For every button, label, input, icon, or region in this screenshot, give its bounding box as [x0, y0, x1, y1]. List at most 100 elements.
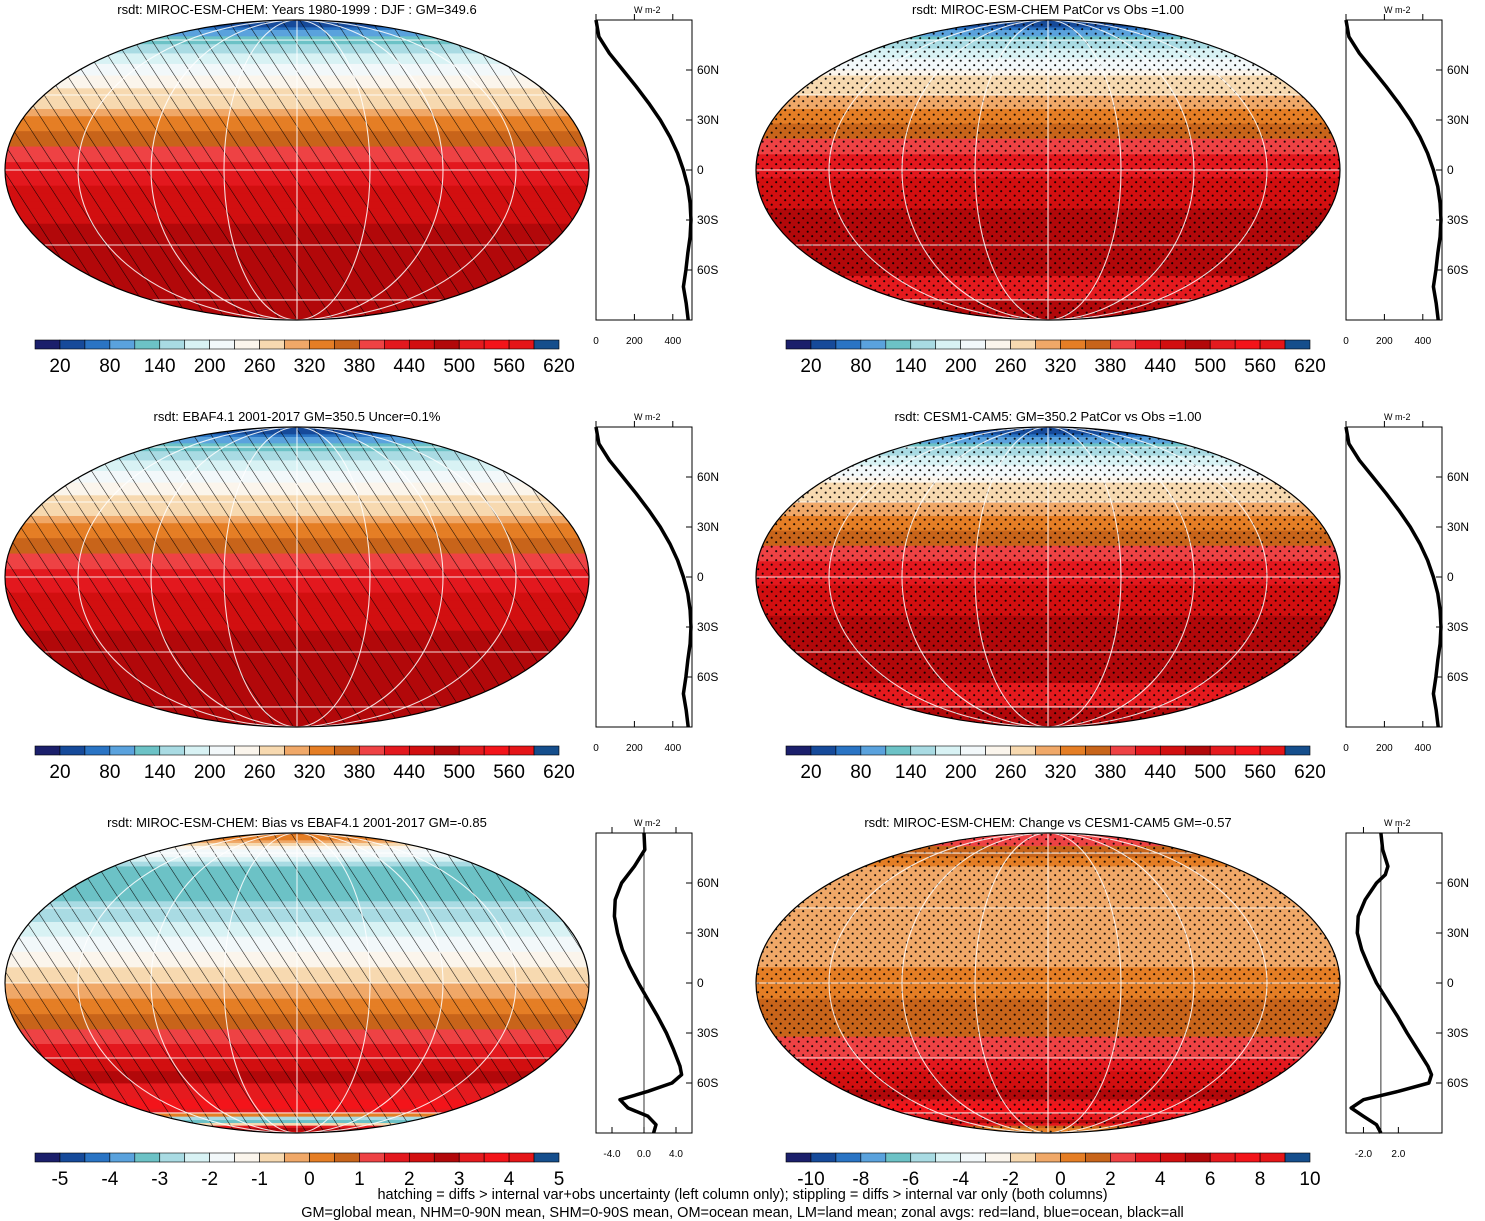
- colorbar-label: 560: [493, 356, 525, 377]
- map-outline: [755, 19, 1341, 321]
- colorbar-box: [785, 745, 812, 756]
- colorbar-label: -8: [852, 1169, 869, 1190]
- colorbar-label: 320: [1045, 762, 1077, 783]
- colorbar-label: 20: [49, 356, 70, 377]
- profile-xtick-label: 0: [593, 743, 599, 754]
- graticule-meridian: [1047, 427, 1122, 727]
- colorbar-label: -6: [902, 1169, 919, 1190]
- colorbar-label: 260: [244, 356, 276, 377]
- profile-xtick-label: -4.0: [603, 1149, 621, 1160]
- colorbar-box: [334, 339, 360, 350]
- colorbar-box: [359, 339, 385, 350]
- graticule-meridian: [296, 20, 444, 320]
- panel-top-right: rsdt: MIROC-ESM-CHEM PatCor vs Obs =1.00…: [755, 2, 1469, 377]
- colorbar-box: [1035, 1152, 1061, 1163]
- colorbar-box: [458, 745, 485, 756]
- colorbar-label: 140: [144, 356, 176, 377]
- colorbar-label: 260: [995, 356, 1027, 377]
- colorbar-box: [134, 745, 161, 756]
- colorbar-box: [1135, 1152, 1161, 1163]
- colorbar-box: [458, 339, 485, 350]
- colorbar-label: 4: [1155, 1169, 1166, 1190]
- profile-ytick-label: 60N: [697, 63, 719, 77]
- graticule-meridian: [150, 20, 298, 320]
- colorbar-box: [785, 1152, 812, 1163]
- colorbar-label: 200: [945, 762, 977, 783]
- graticule-meridian: [901, 427, 1049, 727]
- colorbar-box: [59, 745, 86, 756]
- panel-top-left: rsdt: MIROC-ESM-CHEM: Years 1980-1999 : …: [4, 2, 719, 377]
- colorbar-box: [284, 1152, 310, 1163]
- colorbar-box: [810, 745, 837, 756]
- colorbar-label: 20: [800, 356, 821, 377]
- colorbar-box: [1234, 1152, 1261, 1163]
- graticule-meridian: [1047, 20, 1195, 320]
- graticule-meridian: [974, 427, 1049, 727]
- graticule-meridian: [296, 20, 517, 320]
- colorbar-label: 500: [443, 762, 475, 783]
- graticule-meridian: [1047, 833, 1122, 1133]
- profile-xtick-label: 200: [626, 743, 643, 754]
- profile-line-all: [594, 19, 693, 321]
- colorbar-label: -4: [101, 1169, 118, 1190]
- colorbar-box: [508, 745, 535, 756]
- colorbar-label: 200: [194, 762, 226, 783]
- graticule-meridian: [1047, 833, 1268, 1133]
- colorbar-box: [134, 339, 161, 350]
- profile-xtick-label: 0: [1343, 743, 1349, 754]
- graticule-meridian: [296, 427, 444, 727]
- graticule-meridian: [1047, 427, 1195, 727]
- colorbar-box: [59, 1152, 86, 1163]
- colorbar-box: [1085, 745, 1111, 756]
- colorbar-box: [1259, 745, 1286, 756]
- colorbar-box: [184, 339, 210, 350]
- colorbar-box: [1284, 339, 1311, 350]
- colorbar-label: 20: [800, 762, 821, 783]
- colorbar-box: [408, 339, 435, 350]
- graticule-meridian: [828, 833, 1049, 1133]
- zonal-profile: W m-2 60N 30N 0 30S 60S 0 200 400: [1343, 412, 1469, 754]
- graticule-meridian: [223, 427, 298, 727]
- colorbar-label: 440: [393, 762, 425, 783]
- colorbar-label: 500: [443, 356, 475, 377]
- colorbar-label: 140: [895, 762, 927, 783]
- colorbar-label: 560: [1244, 356, 1276, 377]
- colorbar-label: 620: [1294, 356, 1326, 377]
- graticule-meridian: [1047, 20, 1268, 320]
- colorbar-box: [1159, 1152, 1186, 1163]
- map-field: [5, 20, 589, 320]
- colorbar-label: 200: [945, 356, 977, 377]
- colorbar-box: [533, 339, 560, 350]
- profile-ytick-label: 30N: [697, 926, 719, 940]
- colorbar-box: [134, 1152, 161, 1163]
- zonal-profile: W m-2 60N 30N 0 30S 60S 0 200 400: [1343, 5, 1469, 347]
- colorbar-box: [1060, 339, 1086, 350]
- map-outline: [4, 19, 590, 321]
- profile-xtick-label: 200: [626, 336, 643, 347]
- profile-ytick-label: 60S: [697, 1076, 718, 1090]
- colorbar-box: [1184, 745, 1211, 756]
- profile-xtick-label: 0: [1343, 336, 1349, 347]
- colorbar-box: [1135, 339, 1161, 350]
- colorbar-label: 80: [99, 762, 120, 783]
- colorbar-box: [885, 1152, 912, 1163]
- profile-ytick-label: 60N: [1447, 63, 1469, 77]
- graticule-meridian: [296, 833, 444, 1133]
- map-outline: [755, 832, 1341, 1134]
- graticule-meridian: [296, 20, 371, 320]
- colorbar-box: [1209, 1152, 1236, 1163]
- colorbar-box: [433, 339, 460, 350]
- colorbar-label: 440: [393, 356, 425, 377]
- colorbar-box: [184, 1152, 210, 1163]
- colorbar-box: [109, 745, 136, 756]
- graticule-meridian: [77, 427, 298, 727]
- colorbar-box: [234, 1152, 260, 1163]
- colorbar-box: [234, 745, 260, 756]
- colorbar-box: [1010, 1152, 1036, 1163]
- colorbar-box: [1284, 745, 1311, 756]
- profile-ytick-label: 30S: [1447, 213, 1468, 227]
- colorbar-box: [985, 339, 1011, 350]
- colorbar-box: [159, 339, 186, 350]
- profile-frame: [595, 19, 693, 321]
